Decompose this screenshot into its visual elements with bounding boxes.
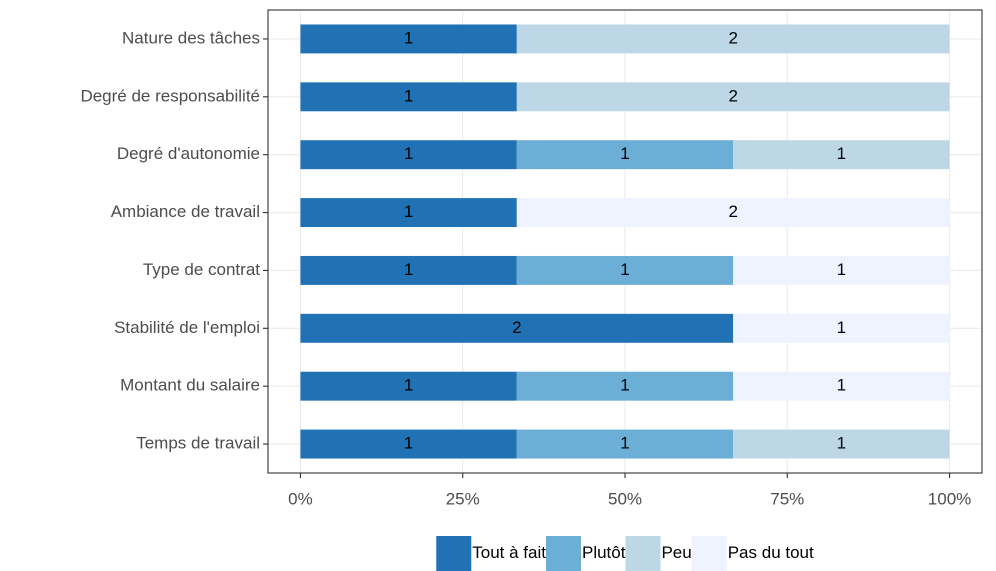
bar-segment xyxy=(516,255,734,285)
value-label: 1 xyxy=(404,28,413,47)
y-tick-label: Montant du salaire xyxy=(120,376,260,395)
bar-segment xyxy=(516,82,950,112)
value-label: 1 xyxy=(837,376,846,395)
value-label: 1 xyxy=(404,260,413,279)
value-label: 1 xyxy=(404,202,413,221)
bar-segment xyxy=(300,140,517,170)
bar-segment xyxy=(733,140,950,170)
y-tick-label: Degré d'autonomie xyxy=(117,144,260,163)
value-label: 2 xyxy=(512,318,521,337)
value-label: 2 xyxy=(728,202,737,221)
value-label: 1 xyxy=(837,260,846,279)
legend-key xyxy=(545,536,581,571)
bar-segment xyxy=(300,429,517,459)
value-label: 1 xyxy=(620,376,629,395)
value-label: 1 xyxy=(620,434,629,453)
legend-item: Pas du tout xyxy=(691,536,814,571)
x-tick-label: 0% xyxy=(288,489,313,508)
value-label: 2 xyxy=(728,28,737,47)
legend-label: Peu xyxy=(661,543,691,562)
value-label: 1 xyxy=(404,434,413,453)
value-label: 1 xyxy=(837,318,846,337)
y-tick-label: Ambiance de travail xyxy=(111,202,260,221)
bar-segment xyxy=(733,371,950,401)
bar-segment xyxy=(300,371,517,401)
legend-key xyxy=(625,536,661,571)
value-label: 1 xyxy=(404,86,413,105)
x-tick-label: 50% xyxy=(608,489,642,508)
value-label: 1 xyxy=(837,434,846,453)
value-label: 2 xyxy=(728,86,737,105)
x-tick-label: 75% xyxy=(770,489,804,508)
legend-label: Plutôt xyxy=(582,543,626,562)
y-tick-label: Stabilité de l'emploi xyxy=(114,318,260,337)
legend-item: Plutôt xyxy=(545,536,626,571)
bar-segment xyxy=(300,313,734,343)
bar-segment xyxy=(516,198,950,228)
legend-key xyxy=(436,536,472,571)
bar-segment xyxy=(733,313,950,343)
x-tick-label: 25% xyxy=(446,489,480,508)
bar-segment xyxy=(733,255,950,285)
y-tick-label: Nature des tâches xyxy=(122,28,260,47)
x-tick-label: 100% xyxy=(928,489,971,508)
value-label: 1 xyxy=(404,144,413,163)
legend-item: Tout à fait xyxy=(436,536,546,571)
y-tick-label: Type de contrat xyxy=(143,260,260,279)
bar-segment xyxy=(300,82,517,112)
value-label: 1 xyxy=(404,376,413,395)
bar-segment xyxy=(300,255,517,285)
y-tick-label: Temps de travail xyxy=(136,434,260,453)
y-tick-label: Degré de responsabilité xyxy=(80,86,260,105)
bar-segment xyxy=(516,24,950,54)
bar-segment xyxy=(300,24,517,54)
bar-segment xyxy=(516,429,734,459)
value-label: 1 xyxy=(620,260,629,279)
legend-label: Pas du tout xyxy=(728,543,814,562)
bar-segment xyxy=(516,371,734,401)
bar-segment xyxy=(733,429,950,459)
legend-item: Peu xyxy=(625,536,692,571)
bar-segment xyxy=(300,198,517,228)
value-label: 1 xyxy=(620,144,629,163)
bar-segment xyxy=(516,140,734,170)
legend-key xyxy=(691,536,727,571)
legend-label: Tout à fait xyxy=(472,543,546,562)
value-label: 1 xyxy=(837,144,846,163)
